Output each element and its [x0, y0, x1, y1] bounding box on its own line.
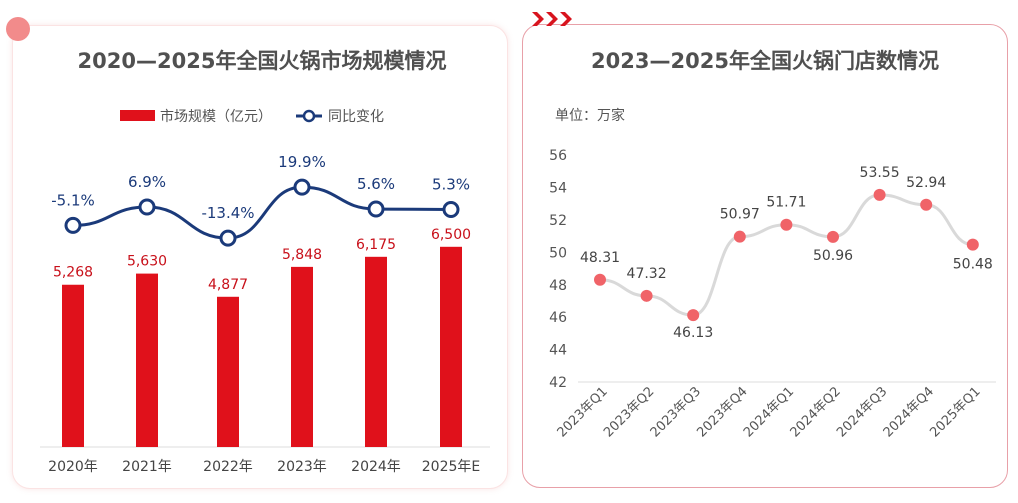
yoy-point [138, 198, 156, 216]
yoy-point [442, 200, 460, 218]
yoy-point [64, 216, 82, 234]
market-size-panel [12, 25, 508, 489]
store-point [966, 238, 979, 251]
store-point [640, 289, 653, 302]
bar-label: 6,500 [431, 227, 471, 243]
store-point [920, 198, 933, 211]
store-label: 51.71 [766, 195, 806, 211]
bar-label: 5,268 [53, 265, 93, 281]
store-point [873, 188, 886, 201]
bar-label: 4,877 [208, 277, 248, 293]
store-point [733, 230, 746, 243]
chart2-unit: 单位：万家 [555, 107, 625, 124]
store-label: 52.94 [906, 175, 946, 191]
store-label: 50.48 [953, 257, 993, 273]
x-tick-label: 2022年 [203, 459, 253, 475]
store-point [780, 218, 793, 231]
y-tick-label: 44 [549, 343, 567, 359]
x-tick-label: 2021年 [122, 459, 172, 475]
yoy-label: 19.9% [278, 153, 326, 171]
x-tick-label: 2024年 [351, 459, 401, 475]
store-label: 48.31 [580, 250, 620, 266]
store-label: 46.13 [673, 325, 713, 341]
store-label: 50.97 [720, 207, 760, 223]
bar [136, 273, 158, 447]
bar-label: 5,630 [127, 254, 167, 270]
legend-bar-swatch [120, 110, 155, 121]
legend-bar-label: 市场规模（亿元） [160, 108, 272, 125]
store-label: 47.32 [627, 266, 667, 282]
bar [440, 246, 462, 447]
decor-dot [6, 17, 30, 41]
store-point [687, 309, 700, 322]
x-tick-label: 2025年E [422, 459, 480, 475]
y-tick-label: 54 [549, 181, 567, 197]
bar [291, 266, 313, 447]
y-tick-label: 56 [549, 148, 567, 164]
chevrons-icon [532, 12, 572, 26]
bar [217, 296, 239, 447]
bar-label: 6,175 [356, 237, 396, 253]
store-label: 50.96 [813, 248, 853, 264]
x-tick-label: 2023年 [277, 459, 327, 475]
y-tick-label: 48 [549, 278, 567, 294]
y-tick-label: 52 [549, 213, 567, 229]
y-tick-label: 50 [549, 245, 567, 261]
yoy-point [367, 200, 385, 218]
x-tick-label: 2025年Q1 [927, 384, 983, 440]
yoy-label: -5.1% [51, 191, 95, 209]
chart1-title: 2020—2025年全国火锅市场规模情况 [78, 49, 447, 73]
y-tick-label: 46 [549, 310, 567, 326]
bar-label: 5,848 [282, 247, 322, 263]
store-point [827, 230, 839, 243]
yoy-label: 6.9% [128, 173, 166, 191]
yoy-label: -13.4% [201, 204, 254, 222]
bar [365, 256, 387, 447]
yoy-line [72, 185, 452, 240]
legend-line-marker [302, 109, 316, 123]
store-label: 53.55 [860, 165, 900, 181]
yoy-label: 5.3% [432, 175, 470, 193]
store-line [599, 193, 973, 317]
bar [62, 284, 84, 447]
legend-line-label: 同比变化 [328, 109, 384, 125]
yoy-point [219, 229, 237, 247]
chart2-title: 2023—2025年全国火锅门店数情况 [591, 49, 939, 73]
store-point [594, 273, 606, 286]
y-tick-label: 42 [549, 375, 567, 391]
yoy-label: 5.6% [357, 175, 395, 193]
yoy-point [293, 178, 311, 196]
store-count-panel [522, 24, 1008, 488]
x-tick-label: 2020年 [48, 459, 98, 475]
